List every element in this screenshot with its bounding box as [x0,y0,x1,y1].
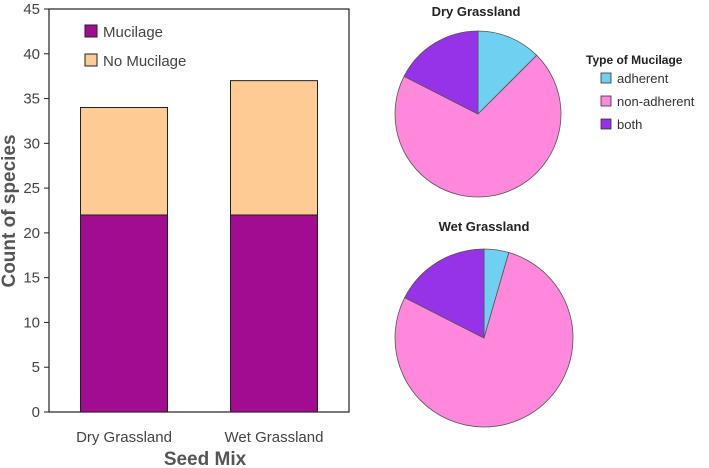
pie-slice-wet-grassland-both [404,248,485,339]
bar-wet-grassland-no-mucilage [230,80,318,216]
pie-slice-dry-grassland-both [403,30,479,115]
y-tick-label: 5 [32,359,40,376]
pie-slice-dry-grassland-adherent [477,30,538,115]
y-tick-label: 25 [23,180,40,197]
pie-legend: Type of Mucilage adherent non-adherent b… [586,53,695,132]
pie-legend-label-both: both [617,117,642,132]
x-axis-title: Seed Mix [164,449,247,468]
pie-slice-dry-grassland-non-adherent [394,54,562,198]
y-tick-label: 30 [23,135,40,152]
pie-legend-label-adherent: adherent [617,71,669,86]
y-tick-label: 20 [23,225,40,242]
bar-wet-grassland-mucilage [230,214,318,413]
pie-legend-swatch-non-adherent [600,95,612,107]
stacked-bar-chart: 0 5 10 15 20 25 30 35 40 45 Dry Grassland Wet Gras… [0,1,350,468]
x-tick-label: Dry Grassland [76,429,172,446]
y-tick-label: 35 [23,91,40,108]
legend-swatch-mucilage [84,24,98,38]
bar-plot-frame [48,8,350,413]
pie-slice-wet-grassland-non-adherent [394,252,574,428]
legend-label-no-mucilage: No Mucilage [103,53,186,70]
pie-chart-dry-grassland [394,30,562,198]
y-axis-title: Count of species [0,134,20,287]
pie-legend-swatch-adherent [600,72,612,84]
pie-legend-title: Type of Mucilage [586,53,683,67]
y-tick-label: 40 [23,46,40,63]
y-tick-label: 0 [32,404,40,421]
y-tick-label: 45 [23,1,40,18]
pie-legend-swatch-both [600,118,612,130]
legend-label-mucilage: Mucilage [103,24,163,41]
x-tick-label: Wet Grassland [225,429,324,446]
pie-title-dry-grassland: Dry Grassland [432,4,521,19]
bar-dry-grassland-no-mucilage [80,107,168,216]
pie-title-wet-grassland: Wet Grassland [439,219,530,234]
pie-legend-label-non-adherent: non-adherent [617,94,695,109]
bar-dry-grassland-mucilage [80,214,168,413]
pie-chart-wet-grassland [394,248,574,428]
legend-swatch-no-mucilage [84,53,98,67]
y-tick-label: 15 [23,270,40,287]
y-tick-label: 10 [23,314,40,331]
bar-legend: Mucilage No Mucilage [84,24,186,70]
